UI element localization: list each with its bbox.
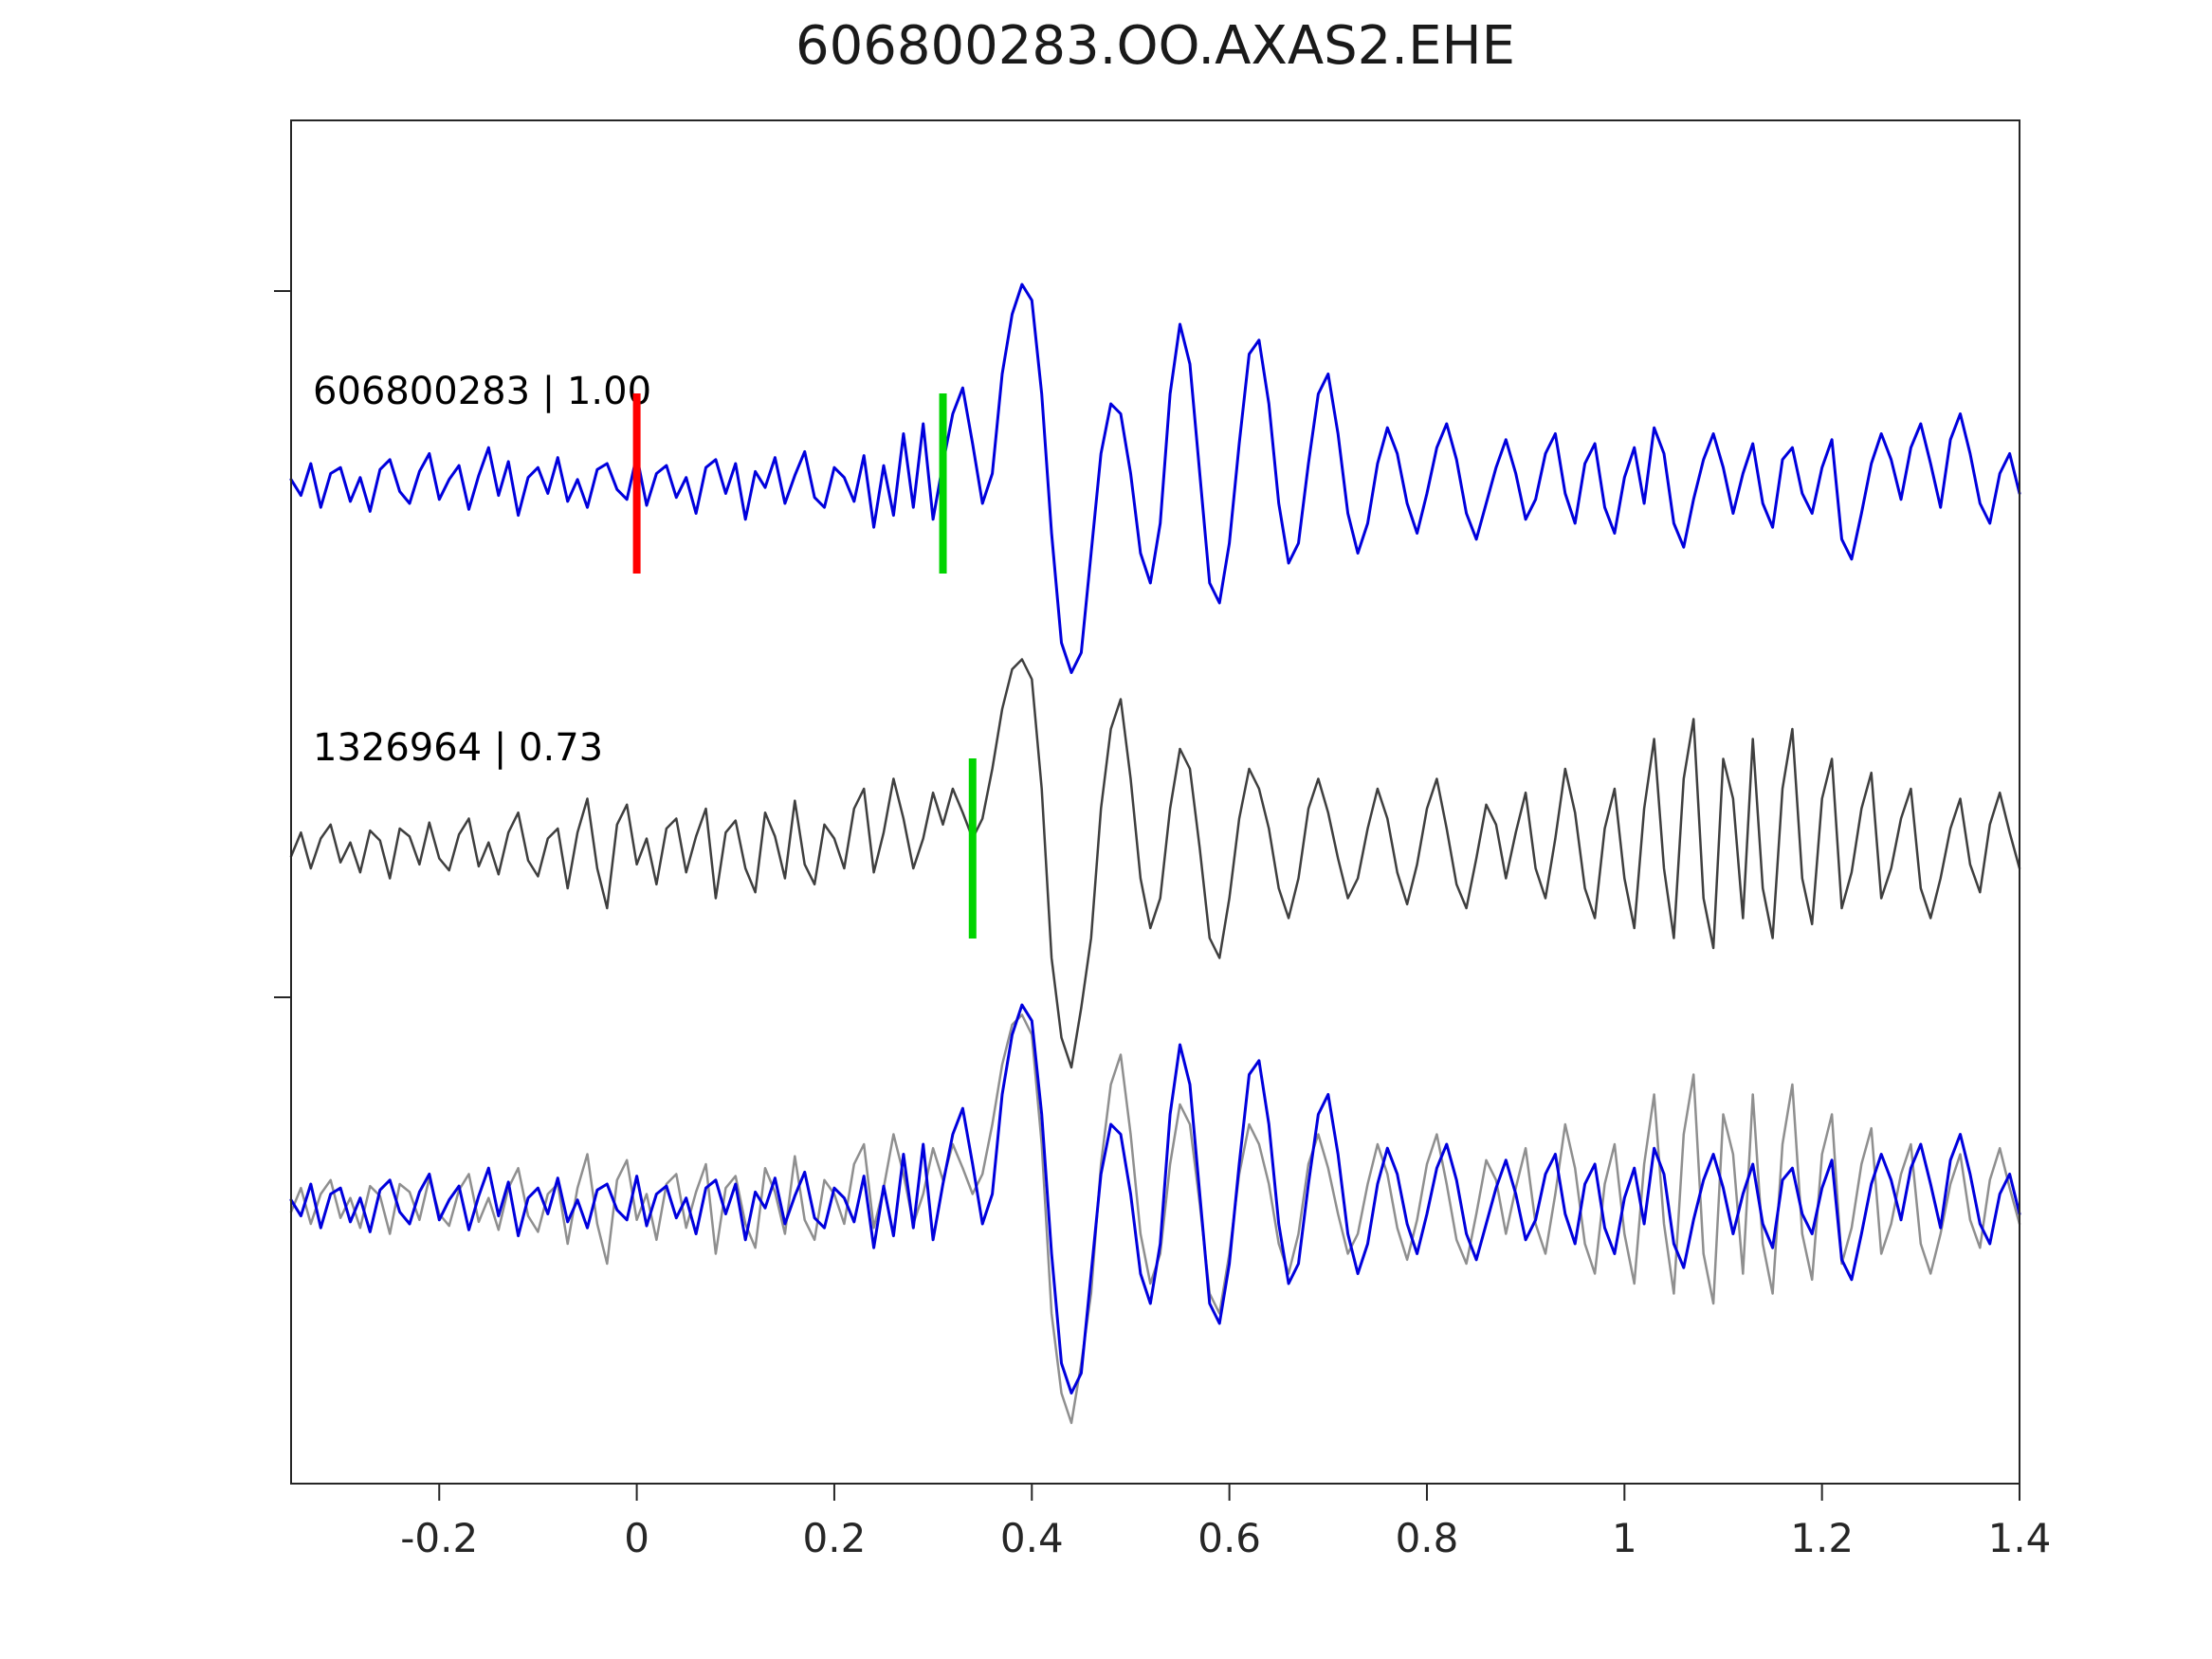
overlay-row-waveform-detection — [289, 1013, 2021, 1425]
x-tick-label: 0.2 — [803, 1515, 867, 1561]
x-tick-label: 0.8 — [1396, 1515, 1459, 1561]
x-tick-label: 0.4 — [1000, 1515, 1064, 1561]
x-tick-label: 1.2 — [1790, 1515, 1854, 1561]
detection-row-waveform-detection — [289, 658, 2021, 1069]
page-title: 606800283.OO.AXAS2.EHE — [795, 15, 1515, 77]
x-tick-label: 1 — [1612, 1515, 1637, 1561]
detection-trace-label: 1326964 | 0.73 — [313, 726, 604, 770]
x-tick-label: 0.6 — [1197, 1515, 1261, 1561]
template-row-waveform-template — [289, 283, 2021, 674]
overlay-row-waveform-template — [289, 1003, 2021, 1395]
x-tick-label: -0.2 — [400, 1515, 478, 1561]
plot-border — [290, 119, 2020, 1485]
template-trace-label: 606800283 | 1.00 — [313, 370, 652, 413]
x-tick-label: 0 — [624, 1515, 649, 1561]
x-tick-label: 1.4 — [1988, 1515, 2052, 1561]
